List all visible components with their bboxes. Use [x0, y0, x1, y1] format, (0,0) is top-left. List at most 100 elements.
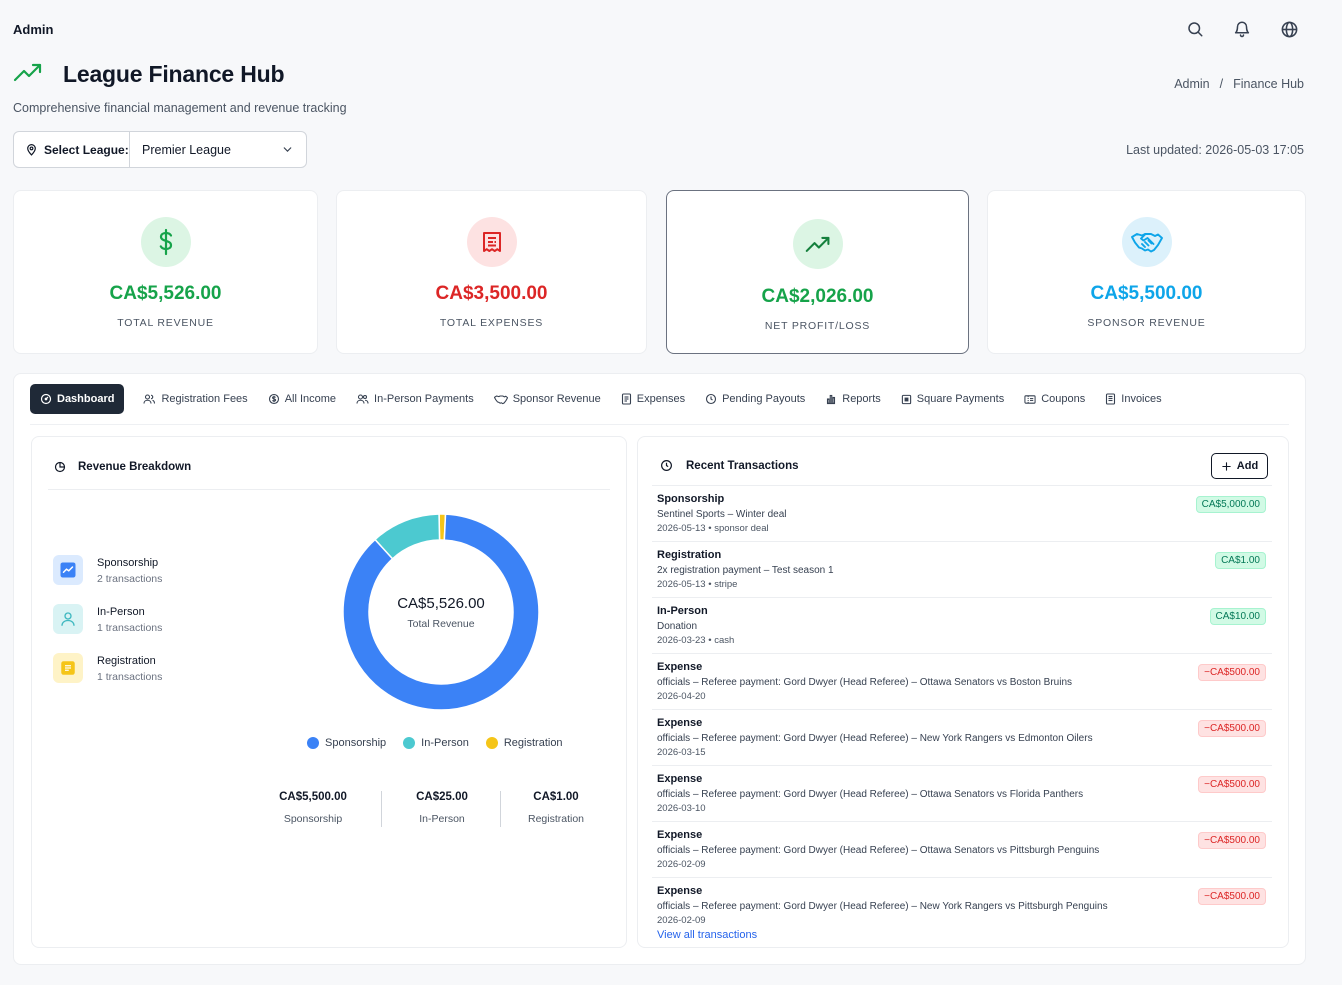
donut-svg — [342, 513, 540, 711]
tab-label: Dashboard — [57, 393, 115, 405]
breadcrumb: Admin / Finance Hub — [1174, 77, 1304, 91]
transaction-type: Expense — [657, 829, 703, 841]
transaction-row[interactable]: Expense officials – Referee payment: Gord… — [652, 765, 1272, 821]
source-count: 1 transactions — [97, 622, 163, 634]
tab-coupons[interactable]: Coupons — [1014, 384, 1095, 414]
league-dropdown[interactable]: Premier League — [130, 143, 306, 157]
pie-chart-icon — [54, 461, 66, 473]
tab-label: Sponsor Revenue — [512, 393, 601, 405]
page-header: League Finance Hub Comprehensive financi… — [13, 60, 347, 115]
tab-label: Invoices — [1121, 393, 1162, 405]
revenue-breakdown-card: Revenue Breakdown Sponsorship 2 transact… — [31, 436, 627, 948]
transaction-row[interactable]: Expense officials – Referee payment: Gord… — [652, 821, 1272, 877]
total-value: CA$25.00 — [416, 791, 468, 803]
source-count: 1 transactions — [97, 671, 163, 683]
total-registration: CA$1.00 Registration — [516, 791, 596, 829]
revenue-divider — [48, 489, 610, 490]
tab-label: Coupons — [1041, 393, 1086, 405]
bar-chart-icon — [827, 394, 836, 405]
total-label: Sponsorship — [283, 813, 343, 825]
tab-square-payments[interactable]: Square Payments — [891, 384, 1014, 414]
admin-brand[interactable]: Admin — [13, 22, 54, 37]
transaction-row[interactable]: Expense officials – Referee payment: Gord… — [652, 709, 1272, 765]
document-icon — [53, 653, 83, 683]
tab-label: All Income — [284, 393, 337, 405]
bell-icon[interactable] — [1231, 18, 1253, 40]
stat-card-net-profit[interactable]: CA$2,026.00 NET PROFIT/LOSS — [666, 190, 969, 354]
stat-card-total-expenses[interactable]: CA$3,500.00 TOTAL EXPENSES — [336, 190, 647, 354]
stat-amount: CA$2,026.00 — [761, 286, 874, 307]
source-count: 2 transactions — [97, 573, 163, 585]
league-dropdown-value: Premier League — [142, 142, 231, 157]
page-title: League Finance Hub — [63, 61, 285, 87]
tab-sponsor-revenue[interactable]: Sponsor Revenue — [484, 384, 611, 414]
total-in-person: CA$25.00 In-Person — [402, 791, 482, 829]
donut-slice-in-person[interactable] — [373, 513, 441, 560]
transaction-row[interactable]: Expense officials – Referee payment: Gord… — [652, 877, 1272, 933]
add-transaction-button[interactable]: Add — [1211, 453, 1268, 479]
donut-slice-sponsorship[interactable] — [342, 513, 540, 711]
dollar-icon — [140, 217, 191, 267]
dollar-circle-icon — [268, 393, 279, 405]
tab-label: Square Payments — [916, 393, 1005, 405]
chevron-down-icon — [283, 147, 292, 152]
transaction-amount-badge: CA$10.00 — [1209, 608, 1266, 625]
tab-label: Pending Payouts — [722, 393, 806, 405]
plus-icon — [1222, 461, 1231, 471]
recent-transactions-card: Recent Transactions Add Sponsorship Senti… — [637, 436, 1289, 948]
breadcrumb-finance-hub: Finance Hub — [1233, 77, 1304, 91]
tab-pending-payouts[interactable]: Pending Payouts — [695, 384, 815, 414]
transaction-row[interactable]: Sponsorship Sentinel Sports – Winter deal… — [652, 485, 1272, 541]
total-value: CA$1.00 — [533, 791, 579, 803]
legend-label: Sponsorship — [325, 737, 387, 749]
stat-card-sponsor-revenue[interactable]: CA$5,500.00 SPONSOR REVENUE — [987, 190, 1306, 354]
transaction-description: Sentinel Sports – Winter deal — [657, 509, 787, 520]
total-label: Registration — [527, 813, 585, 825]
tab-invoices[interactable]: Invoices — [1095, 384, 1171, 414]
legend-dot — [485, 737, 498, 749]
stat-amount: CA$5,500.00 — [1090, 283, 1203, 304]
transaction-type: Expense — [657, 717, 703, 729]
breadcrumb-admin[interactable]: Admin — [1174, 77, 1210, 91]
transaction-row[interactable]: In-Person Donation 2026-03-23 • cash CA$10.… — [652, 597, 1272, 653]
transaction-meta: 2026-05-13 • sponsor deal — [657, 523, 769, 534]
revenue-breakdown-title-text: Revenue Breakdown — [78, 461, 192, 473]
people-icon — [356, 394, 369, 404]
transaction-meta: 2026-02-09 — [657, 859, 706, 870]
tab-registration-fees[interactable]: Registration Fees — [133, 384, 257, 414]
tab-all-income[interactable]: All Income — [258, 384, 346, 414]
transaction-meta: 2026-03-10 — [657, 803, 706, 814]
total-value: CA$5,500.00 — [279, 791, 347, 803]
tab-expenses[interactable]: Expenses — [611, 384, 695, 414]
donut-total-value: CA$5,526.00 — [397, 594, 485, 612]
tab-dashboard[interactable]: Dashboard — [30, 384, 125, 414]
transaction-type: Expense — [657, 885, 703, 897]
transaction-meta: 2026-03-15 — [657, 747, 706, 758]
tab-label: Reports — [842, 393, 881, 405]
stat-caption: TOTAL REVENUE — [117, 317, 214, 329]
transaction-row[interactable]: Registration 2x registration payment – Te… — [652, 541, 1272, 597]
tab-reports[interactable]: Reports — [815, 384, 891, 414]
legend-item-registration: Registration — [485, 737, 563, 749]
trending-up-icon — [13, 60, 43, 89]
transaction-row[interactable]: Expense officials – Referee payment: Gord… — [652, 653, 1272, 709]
search-icon[interactable] — [1184, 18, 1206, 40]
stat-amount: CA$3,500.00 — [435, 283, 548, 304]
transaction-description: officials – Referee payment: Gord Dwyer … — [657, 677, 1073, 688]
stat-card-total-revenue[interactable]: CA$5,526.00 TOTAL REVENUE — [13, 190, 318, 354]
chart-line-icon — [53, 555, 83, 585]
transaction-meta: 2026-04-20 — [657, 691, 706, 702]
source-name: Registration — [97, 655, 156, 667]
tab-in-person-payments[interactable]: In-Person Payments — [346, 384, 484, 414]
transaction-description: 2x registration payment – Test season 1 — [657, 565, 834, 576]
revenue-breakdown-title: Revenue Breakdown — [54, 461, 191, 473]
totals-separator — [500, 791, 501, 827]
legend-dot — [403, 737, 416, 749]
transaction-amount-badge: −CA$500.00 — [1198, 720, 1266, 737]
view-all-transactions-link[interactable]: View all transactions — [657, 929, 758, 941]
transaction-amount-badge: CA$1.00 — [1215, 552, 1266, 569]
square-icon — [901, 394, 911, 404]
transaction-meta: 2026-02-09 — [657, 915, 706, 926]
stat-caption: TOTAL EXPENSES — [439, 317, 544, 329]
globe-icon[interactable] — [1278, 18, 1300, 40]
